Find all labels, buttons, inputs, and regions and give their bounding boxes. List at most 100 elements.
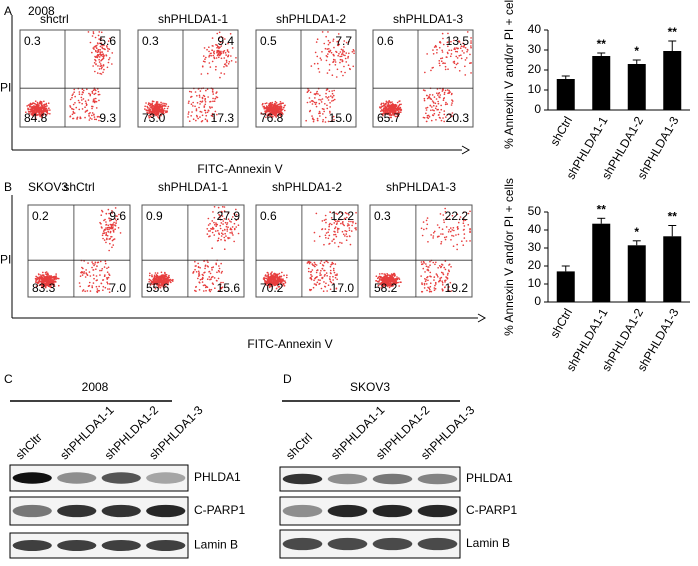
plot-title: shCtrl	[63, 180, 94, 194]
y-tick-label: 0	[534, 102, 541, 116]
quadrant-value: 22.2	[445, 209, 469, 223]
y-tick-label: 50	[528, 204, 542, 218]
blot-band	[417, 473, 458, 485]
blot-band	[57, 472, 97, 484]
bar	[556, 79, 575, 110]
y-tick-label: 10	[528, 82, 542, 96]
quadrant-value: 17.0	[331, 281, 355, 295]
x-tick-label: shCtrl	[547, 306, 575, 340]
scatter-dots	[144, 31, 237, 123]
blot-frame	[9, 464, 189, 492]
quadrant-value: 0.2	[32, 209, 49, 223]
arrow-head	[461, 145, 471, 155]
band-label: C-PARP1	[466, 503, 517, 517]
scatter-dots	[260, 31, 355, 123]
quadrant-value: 0.3	[24, 34, 41, 48]
bar	[556, 271, 575, 302]
quadrant-value: 9.4	[217, 34, 234, 48]
panel-label: C	[4, 372, 13, 386]
bar	[627, 245, 646, 302]
y-axis-label: PI	[0, 80, 11, 94]
panel-label: B	[4, 180, 12, 194]
quadrant-value: 9.6	[109, 209, 126, 223]
significance: **	[597, 37, 607, 51]
cell-line: 2008	[82, 380, 109, 394]
significance: **	[668, 210, 678, 224]
blot-band	[57, 540, 97, 551]
blot-band	[327, 473, 368, 485]
cell-line: SKOV3	[350, 380, 390, 394]
bar	[592, 223, 611, 302]
quadrant-value: 65.7	[377, 111, 401, 125]
blot-band	[417, 537, 458, 551]
quadrant-value: 13.5	[446, 34, 470, 48]
bar	[663, 236, 682, 302]
significance: **	[597, 202, 607, 216]
blot-band	[146, 472, 186, 484]
quadrant-value: 0.3	[374, 209, 391, 223]
plot-title: shPHLDA1-2	[272, 180, 342, 194]
y-tick-label: 10	[528, 276, 542, 290]
blot-band	[372, 473, 413, 485]
quadrant-value: 17.3	[211, 111, 235, 125]
quadrant-value: 20.3	[446, 111, 470, 125]
plot-title: shPHLDA1-1	[158, 180, 228, 194]
band-label: PHLDA1	[466, 471, 513, 485]
quadrant-value: 70.2	[260, 281, 284, 295]
blot-band	[372, 537, 413, 551]
scatter-dots	[262, 210, 357, 292]
bar	[663, 51, 682, 110]
y-tick-label: 40	[528, 22, 542, 36]
blot-band	[12, 540, 52, 551]
lane-label: shCtrl	[283, 430, 315, 462]
scatter-dots	[375, 207, 471, 293]
y-tick-label: 30	[528, 240, 542, 254]
blot-band	[57, 504, 97, 518]
blot-band	[417, 504, 458, 518]
arrow-head	[477, 313, 487, 323]
blot-band	[282, 473, 323, 485]
quadrant-value: 27.9	[217, 209, 241, 223]
bar	[627, 64, 646, 110]
band-label: Lamin B	[466, 536, 510, 550]
quadrant-value: 55.6	[146, 281, 170, 295]
quadrant-value: 7.7	[335, 34, 352, 48]
blot-band	[372, 504, 413, 518]
panel-label: A	[4, 4, 12, 18]
quadrant-value: 0.9	[146, 209, 163, 223]
y-tick-label: 20	[528, 62, 542, 76]
blot-band	[282, 537, 323, 551]
plot-title: shPHLDA1-3	[393, 12, 463, 26]
quadrant-value: 15.6	[217, 281, 241, 295]
panel-label: D	[283, 372, 292, 386]
blot-band	[146, 540, 186, 551]
band-label: PHLDA1	[194, 470, 241, 484]
y-tick-label: 40	[528, 222, 542, 236]
band-label: Lamin B	[194, 538, 238, 552]
quadrant-value: 83.3	[32, 281, 56, 295]
band-label: C-PARP1	[194, 503, 245, 517]
quadrant-value: 0.5	[260, 34, 277, 48]
scatter-dots	[148, 206, 240, 293]
quadrant-value: 7.0	[109, 281, 126, 295]
quadrant-value: 15.0	[329, 111, 353, 125]
quadrant-value: 73.0	[142, 111, 166, 125]
quadrant-value: 58.2	[374, 281, 398, 295]
y-tick-label: 0	[534, 294, 541, 308]
cell-line: SKOV3	[28, 180, 68, 194]
scatter-dots	[379, 31, 472, 123]
scatter-dots	[34, 207, 122, 294]
x-tick-label: shCtrl	[547, 114, 575, 148]
significance: *	[634, 225, 639, 239]
blot-band	[282, 504, 323, 518]
blot-band	[12, 504, 52, 518]
quadrant-value: 12.2	[331, 209, 355, 223]
quadrant-value: 9.3	[99, 111, 116, 125]
plot-title: shPHLDA1-3	[386, 180, 456, 194]
significance: *	[634, 44, 639, 58]
quadrant-value: 19.2	[445, 281, 469, 295]
quadrant-value: 76.8	[260, 111, 284, 125]
quadrant-value: 0.6	[377, 34, 394, 48]
quadrant-value: 84.8	[24, 111, 48, 125]
